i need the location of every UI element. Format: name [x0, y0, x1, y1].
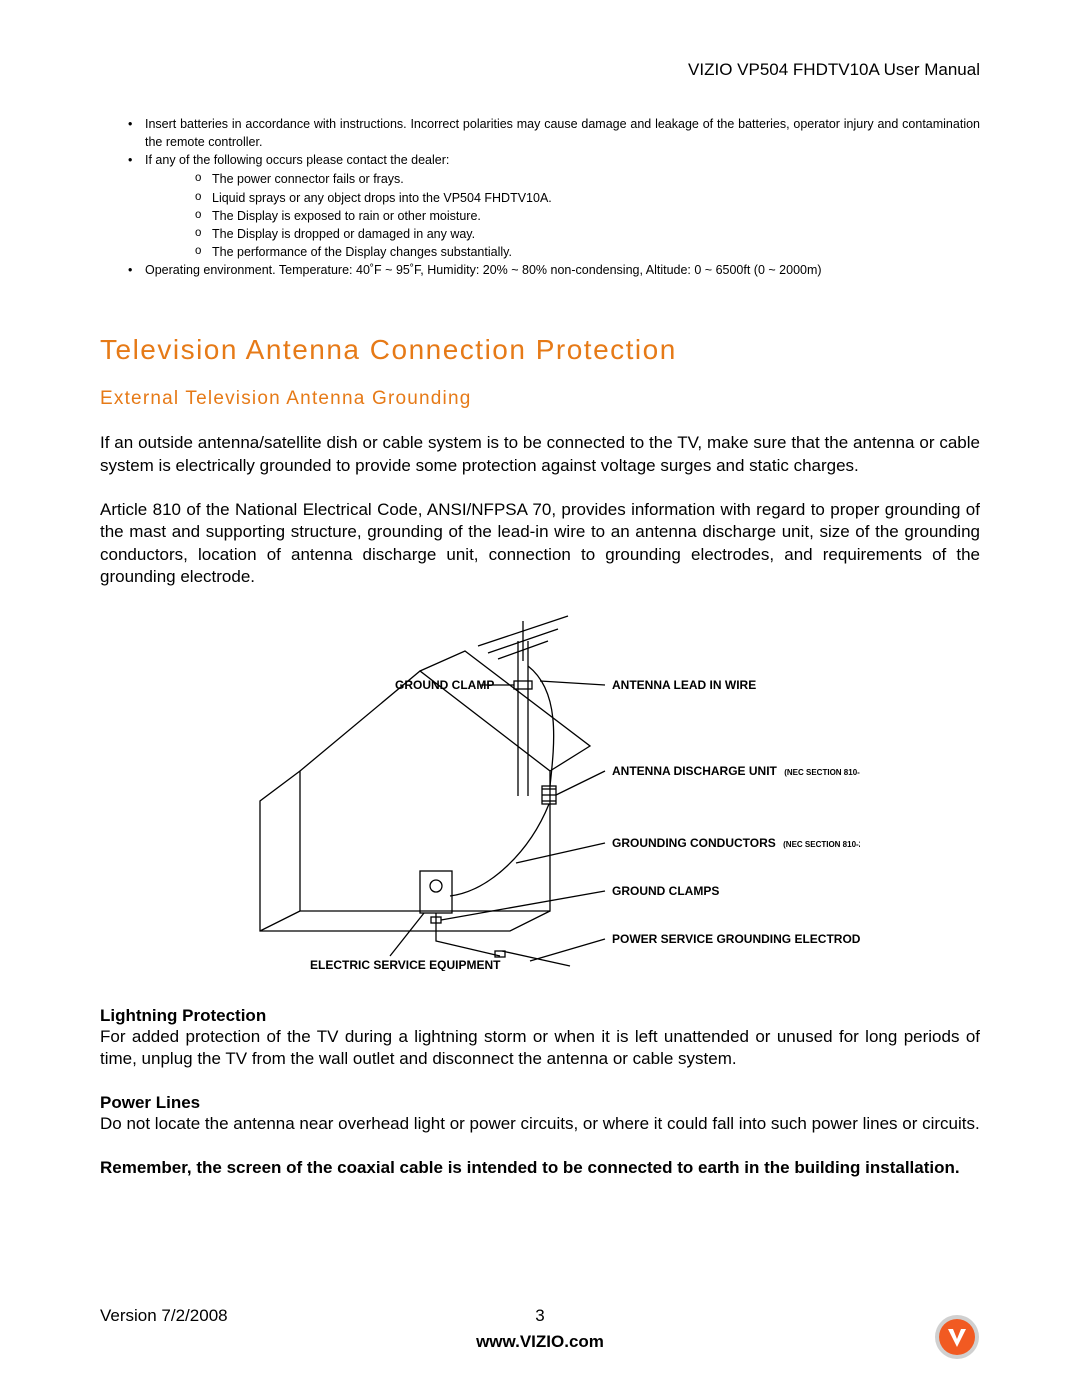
sub-item: Liquid sprays or any object drops into t…	[100, 189, 980, 207]
label-antenna-lead: ANTENNA LEAD IN WIRE	[612, 678, 756, 692]
grounding-diagram: GROUND CLAMP ANTENNA LEAD IN WIRE ANTENN…	[100, 611, 980, 976]
safety-bullets: Insert batteries in accordance with inst…	[100, 115, 980, 279]
paragraph-nec-code: Article 810 of the National Electrical C…	[100, 499, 980, 589]
label-ground-clamp: GROUND CLAMP	[395, 678, 494, 692]
sub-item: The Display is dropped or damaged in any…	[100, 225, 980, 243]
footer-version: Version 7/2/2008	[100, 1306, 228, 1326]
heading-sub: External Television Antenna Grounding	[100, 388, 980, 410]
label-ground-clamps: GROUND CLAMPS	[612, 884, 719, 898]
footer-page: 3	[535, 1306, 544, 1326]
label-power-service: POWER SERVICE GROUNDING ELECTRODE SYSTEM…	[612, 932, 860, 946]
sub-bullets: The power connector fails or frays. Liqu…	[100, 170, 980, 261]
bullet-item: Insert batteries in accordance with inst…	[100, 115, 980, 151]
heading-main: Television Antenna Connection Protection	[100, 334, 980, 366]
label-grounding-conductors: GROUNDING CONDUCTORS (NEC SECTION 810-21…	[612, 836, 860, 850]
bullet-item: If any of the following occurs please co…	[100, 151, 980, 169]
label-discharge-unit: ANTENNA DISCHARGE UNIT (NEC SECTION 810-…	[612, 764, 860, 778]
sub-item: The Display is exposed to rain or other …	[100, 207, 980, 225]
sub-item: The performance of the Display changes s…	[100, 243, 980, 261]
footer-url: www.VIZIO.com	[100, 1332, 980, 1352]
vizio-logo-icon	[934, 1314, 980, 1360]
remember-note: Remember, the screen of the coaxial cabl…	[100, 1157, 980, 1179]
power-lines-body: Do not locate the antenna near overhead …	[100, 1113, 980, 1135]
power-lines-title: Power Lines	[100, 1093, 980, 1113]
bullet-item: Operating environment. Temperature: 40˚F…	[100, 261, 980, 279]
footer: Version 7/2/2008 3 www.VIZIO.com	[100, 1306, 980, 1352]
sub-item: The power connector fails or frays.	[100, 170, 980, 188]
header-title: VIZIO VP504 FHDTV10A User Manual	[100, 60, 980, 80]
lightning-title: Lightning Protection	[100, 1006, 980, 1026]
lightning-body: For added protection of the TV during a …	[100, 1026, 980, 1071]
label-electric-service: ELECTRIC SERVICE EQUIPMENT	[310, 958, 501, 971]
paragraph-grounding-intro: If an outside antenna/satellite dish or …	[100, 432, 980, 477]
